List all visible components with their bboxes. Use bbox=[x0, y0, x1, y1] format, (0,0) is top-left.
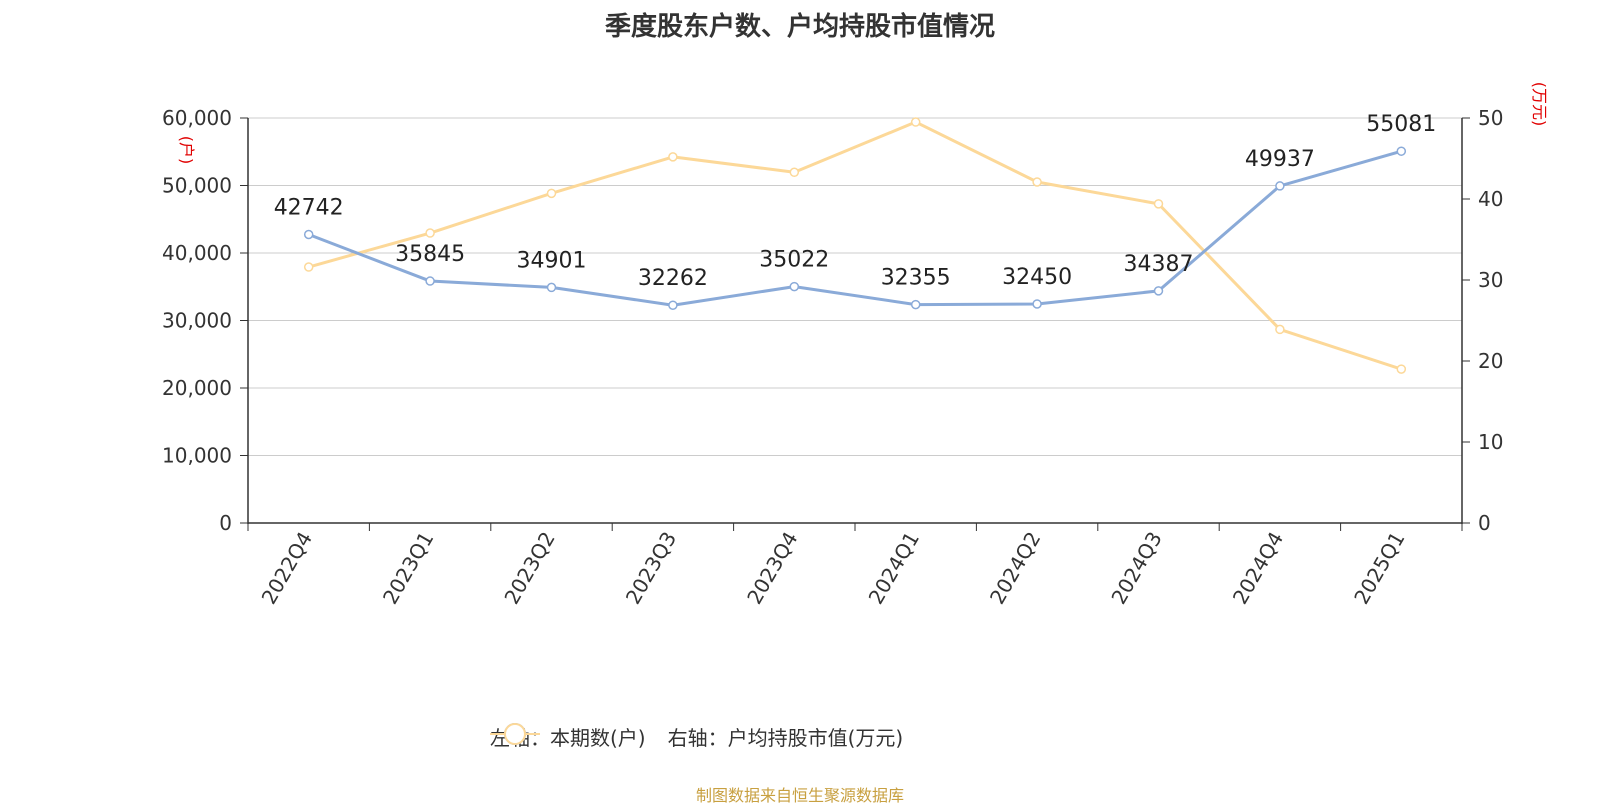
legend-swatch-series2 bbox=[490, 723, 540, 745]
x-tick-label: 2024Q2 bbox=[985, 528, 1045, 609]
data-point-avg-value bbox=[546, 188, 557, 199]
data-point-avg-value bbox=[1396, 364, 1407, 374]
y-left-tick-label: 50,000 bbox=[162, 174, 232, 198]
data-point-avg-value bbox=[1275, 324, 1285, 335]
data-point-avg-value bbox=[425, 228, 435, 238]
data-label-holders: 34901 bbox=[517, 248, 587, 273]
data-point-holders bbox=[1153, 286, 1164, 296]
data-label-holders: 49937 bbox=[1245, 147, 1315, 172]
x-tick-label: 2023Q1 bbox=[378, 528, 438, 609]
data-label-holders: 32262 bbox=[638, 266, 708, 291]
y-right-unit: (万元) bbox=[1530, 82, 1549, 127]
y-right-tick-label: 50 bbox=[1478, 106, 1503, 130]
data-point-holders bbox=[1032, 299, 1042, 309]
data-label-holders: 35022 bbox=[759, 248, 829, 273]
data-point-avg-value bbox=[668, 152, 678, 162]
x-tick-label: 2023Q4 bbox=[742, 528, 802, 609]
chart-title: 季度股东户数、户均持股市值情况 bbox=[604, 12, 995, 42]
y-left-unit: (户) bbox=[177, 136, 196, 165]
data-point-holders bbox=[910, 299, 921, 310]
x-tick-label: 2025Q1 bbox=[1349, 528, 1409, 609]
series-line-avg-value bbox=[308, 120, 1402, 371]
data-point-avg-value bbox=[1032, 177, 1042, 187]
data-label-holders: 32450 bbox=[1002, 265, 1072, 290]
data-label-holders: 55081 bbox=[1366, 112, 1436, 137]
y-left-tick-label: 40,000 bbox=[162, 241, 232, 265]
y-right-tick-label: 40 bbox=[1478, 187, 1503, 211]
data-point-holders bbox=[668, 300, 678, 310]
x-tick-label: 2022Q4 bbox=[257, 528, 317, 609]
data-label-holders: 32355 bbox=[881, 266, 951, 291]
y-right-tick-label: 20 bbox=[1478, 349, 1503, 373]
data-point-holders bbox=[1396, 146, 1407, 156]
x-tick-label: 2024Q1 bbox=[864, 528, 924, 609]
y-left-tick-label: 20,000 bbox=[162, 376, 232, 400]
source-note: 制图数据来自恒生聚源数据库 bbox=[695, 786, 904, 805]
data-point-holders bbox=[425, 276, 435, 286]
data-point-holders bbox=[789, 281, 800, 292]
data-point-holders bbox=[546, 282, 557, 293]
data-point-avg-value bbox=[910, 117, 921, 127]
data-point-avg-value bbox=[303, 262, 314, 272]
y-right-tick-label: 10 bbox=[1478, 430, 1503, 454]
legend-label-series2: 右轴：户均持股市值(万元) bbox=[667, 726, 904, 750]
x-tick-label: 2023Q3 bbox=[621, 528, 681, 609]
legend: 左轴：本期数(户) 右轴：户均持股市值(万元) bbox=[490, 722, 925, 751]
y-left-tick-label: 60,000 bbox=[162, 106, 232, 130]
legend-item-series2[interactable]: 右轴：户均持股市值(万元) bbox=[490, 722, 904, 751]
y-right-tick-label: 0 bbox=[1478, 511, 1491, 535]
data-label-holders: 42742 bbox=[274, 195, 344, 220]
data-label-holders: 34387 bbox=[1124, 252, 1194, 277]
x-tick-label: 2024Q3 bbox=[1106, 528, 1166, 609]
data-point-holders bbox=[1275, 181, 1285, 191]
data-point-avg-value bbox=[1153, 199, 1164, 209]
y-left-tick-label: 0 bbox=[219, 511, 232, 535]
series-line-holders bbox=[308, 149, 1402, 307]
y-right-tick-label: 30 bbox=[1478, 268, 1503, 292]
y-left-tick-label: 30,000 bbox=[162, 309, 232, 333]
x-tick-label: 2023Q2 bbox=[499, 528, 559, 609]
data-point-holders bbox=[303, 229, 314, 240]
chart-svg: 0 10,000 20,000 30,000 40,000 50,000 60,000 0 10… bbox=[162, 82, 1549, 609]
x-tick-label: 2024Q4 bbox=[1228, 528, 1288, 609]
y-left-tick-label: 10,000 bbox=[162, 444, 232, 468]
data-label-holders: 35845 bbox=[395, 242, 465, 267]
data-point-avg-value bbox=[789, 167, 800, 178]
